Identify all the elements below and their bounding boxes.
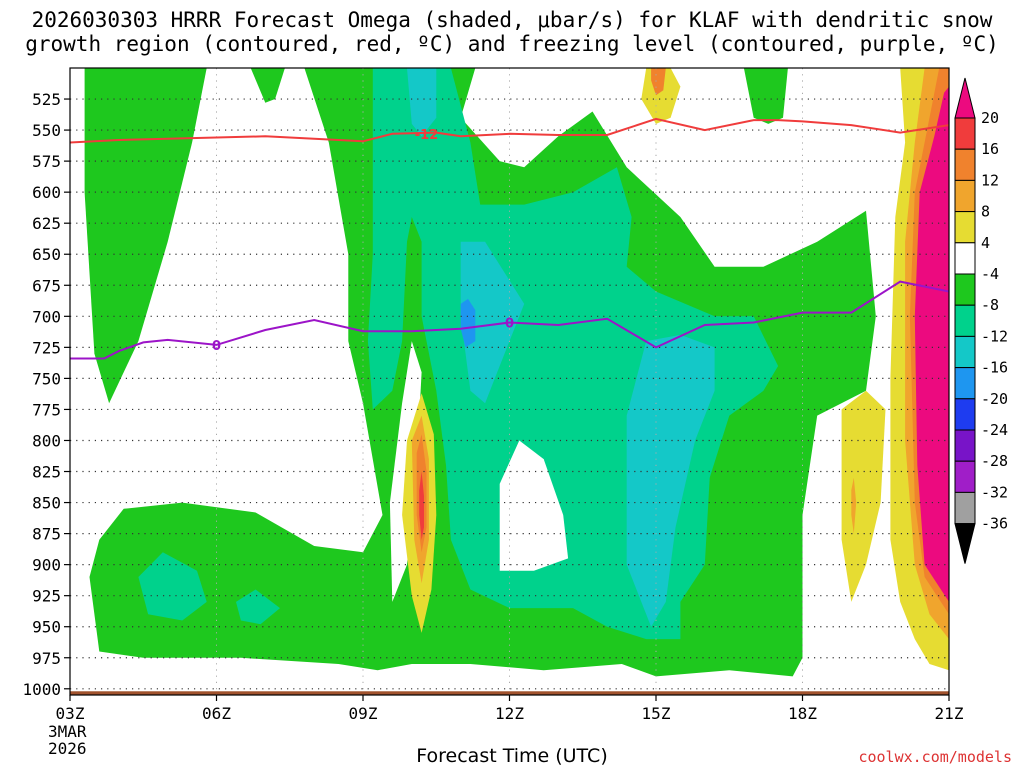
y-tick-label: 700 bbox=[32, 307, 61, 326]
contour-label-minus12: -12 bbox=[415, 128, 439, 143]
x-tick-label: 18Z bbox=[788, 704, 817, 723]
y-tick-label: 975 bbox=[32, 649, 61, 668]
y-tick-label: 575 bbox=[32, 152, 61, 171]
omega-region-orange-top-15z bbox=[651, 68, 666, 96]
colorbar-swatch bbox=[954, 367, 976, 400]
y-tick-label: 525 bbox=[32, 90, 61, 109]
colorbar-label: -28 bbox=[981, 452, 1008, 470]
y-tick-label: 650 bbox=[32, 245, 61, 264]
x-tick-label: 06Z bbox=[202, 704, 231, 723]
colorbar: 20 16 12 8 4 -4 -8 -12 -16 -20 -24 -28 -32 -36 bbox=[954, 77, 1008, 564]
omega-region-lightorange-19z bbox=[851, 477, 857, 534]
y-tick-label: 925 bbox=[32, 587, 61, 606]
omega-region-green-column-left bbox=[84, 68, 207, 404]
y-tick-label: 625 bbox=[32, 214, 61, 233]
y-tick-label: 950 bbox=[32, 618, 61, 637]
x-tick-label: 03Z bbox=[56, 704, 85, 723]
grid-lines bbox=[70, 68, 949, 695]
colorbar-swatch bbox=[954, 242, 976, 275]
y-tick-label: 850 bbox=[32, 494, 61, 513]
colorbar-swatch bbox=[954, 398, 976, 431]
omega-region-green-notch-17z bbox=[743, 68, 788, 124]
ground-surface bbox=[70, 691, 949, 695]
y-tick-label: 875 bbox=[32, 525, 61, 544]
y-tick-label: 825 bbox=[32, 463, 61, 482]
contour-label-0-06z: 0 bbox=[212, 339, 221, 354]
y-tick-label: 1000 bbox=[22, 680, 61, 699]
y-tick-label: 675 bbox=[32, 276, 61, 295]
omega-shading bbox=[70, 68, 949, 695]
contour-line--12 bbox=[70, 117, 949, 144]
contour-lines: -12 0 0 bbox=[70, 117, 949, 360]
omega-region-seagreen-low-left bbox=[138, 552, 207, 621]
x-tick-label: 12Z bbox=[495, 704, 524, 723]
omega-region-seagreen-low-mid bbox=[236, 589, 280, 625]
colorbar-label: 16 bbox=[981, 140, 999, 158]
colorbar-bottom-arrow bbox=[954, 523, 976, 564]
contour-line-0 bbox=[70, 280, 949, 360]
date-label-day: 3MAR bbox=[48, 722, 87, 741]
colorbar-swatch bbox=[954, 211, 976, 244]
omega-region-white-hole-12z bbox=[499, 440, 569, 571]
omega-region-cyan-mid bbox=[460, 241, 525, 404]
colorbar-label: -4 bbox=[981, 265, 999, 283]
watermark: coolwx.com/models bbox=[858, 748, 1012, 766]
y-tick-label: 750 bbox=[32, 369, 61, 388]
x-tick-label: 21Z bbox=[935, 704, 964, 723]
omega-region-magenta-right bbox=[914, 86, 949, 602]
y-tick-label: 725 bbox=[32, 338, 61, 357]
contour-label-0-12z: 0 bbox=[505, 317, 514, 332]
colorbar-swatch bbox=[954, 460, 976, 493]
colorbar-label: 8 bbox=[981, 203, 990, 221]
colorbar-swatch bbox=[954, 335, 976, 369]
colorbar-label: 4 bbox=[981, 234, 990, 252]
x-tick-label: 15Z bbox=[642, 704, 671, 723]
y-tick-label: 900 bbox=[32, 556, 61, 575]
colorbar-swatch bbox=[954, 304, 976, 337]
date-label-year: 2026 bbox=[48, 739, 87, 758]
y-tick-label: 775 bbox=[32, 400, 61, 419]
colorbar-swatch bbox=[954, 491, 976, 525]
colorbar-label: -32 bbox=[981, 483, 1008, 501]
omega-region-cyan-top bbox=[407, 68, 437, 137]
omega-region-yellow-19z bbox=[841, 390, 886, 602]
colorbar-label: -20 bbox=[981, 390, 1008, 408]
colorbar-swatch bbox=[954, 273, 976, 306]
colorbar-swatch bbox=[954, 117, 976, 150]
title-line-1: 2026030303 HRRR Forecast Omega (shaded, … bbox=[31, 8, 993, 32]
omega-region-red-10z bbox=[419, 471, 424, 540]
colorbar-label: -16 bbox=[981, 359, 1008, 377]
x-axis-ticks: 03Z 06Z 09Z 12Z 15Z 18Z 21Z bbox=[56, 695, 964, 723]
title-line-2: growth region (contoured, red, ºC) and f… bbox=[25, 32, 999, 56]
colorbar-label: -24 bbox=[981, 421, 1008, 439]
y-axis-ticks: 525 550 575 600 625 650 675 700 725 750 775 800 825 8… bbox=[22, 90, 70, 699]
colorbar-label: 12 bbox=[981, 171, 999, 189]
omega-region-green-notch-top bbox=[250, 68, 285, 103]
colorbar-label: -8 bbox=[981, 296, 999, 314]
colorbar-top-arrow bbox=[954, 77, 976, 119]
omega-region-yellow-top-15z bbox=[641, 68, 681, 124]
y-tick-label: 600 bbox=[32, 183, 61, 202]
colorbar-label: 20 bbox=[981, 109, 999, 127]
y-tick-label: 800 bbox=[32, 431, 61, 450]
chart-title: 2026030303 HRRR Forecast Omega (shaded, … bbox=[0, 8, 1024, 56]
omega-region-blue-small bbox=[460, 298, 476, 348]
y-tick-label: 550 bbox=[32, 121, 61, 140]
colorbar-swatch bbox=[954, 179, 976, 213]
colorbar-label: -36 bbox=[981, 515, 1008, 533]
x-axis-label: Forecast Time (UTC) bbox=[416, 745, 608, 767]
x-tick-label: 09Z bbox=[349, 704, 378, 723]
omega-region-cyan-lower bbox=[626, 334, 715, 627]
colorbar-swatch bbox=[954, 148, 976, 181]
colorbar-label: -12 bbox=[981, 327, 1008, 345]
colorbar-swatch bbox=[954, 429, 976, 462]
